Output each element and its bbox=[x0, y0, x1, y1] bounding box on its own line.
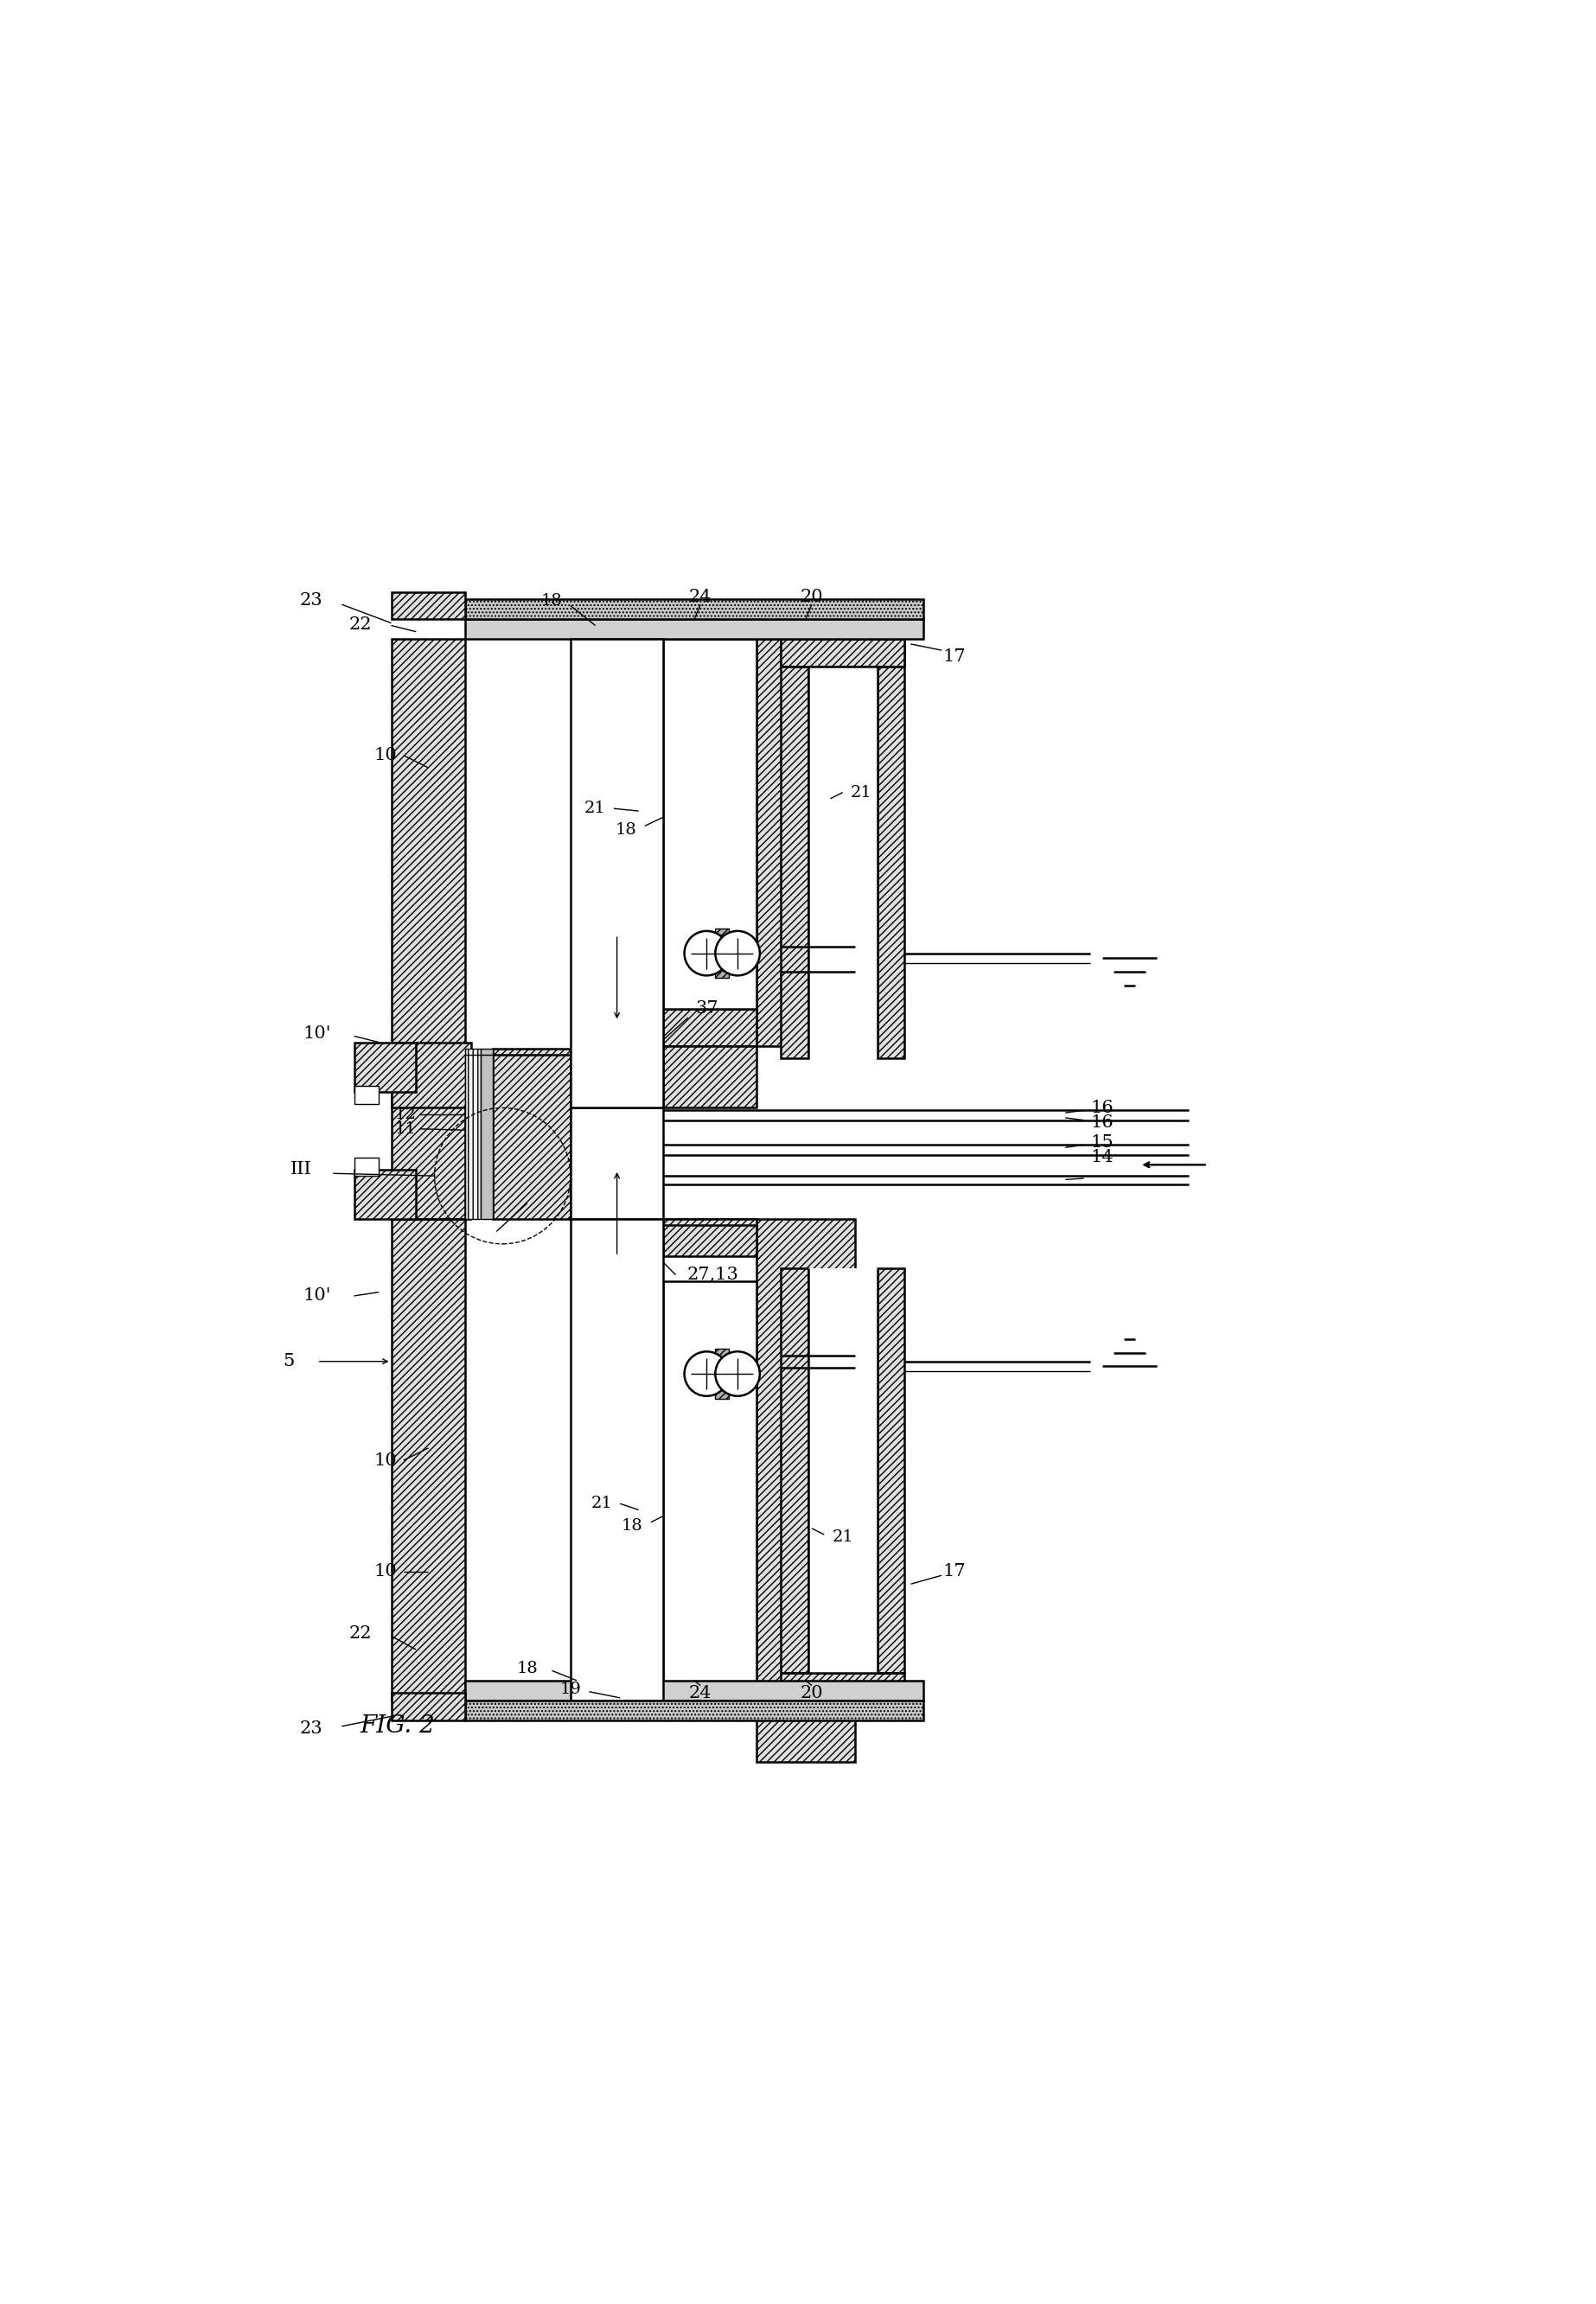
Bar bbox=[466, 1680, 922, 1700]
Text: 22: 22 bbox=[350, 1624, 372, 1643]
Bar bbox=[354, 1157, 378, 1175]
Text: 12: 12 bbox=[394, 1106, 417, 1122]
Text: 18: 18 bbox=[616, 823, 637, 836]
Text: 19: 19 bbox=[560, 1682, 581, 1698]
Text: 10: 10 bbox=[373, 1452, 396, 1468]
Bar bbox=[780, 1673, 905, 1700]
Bar bbox=[780, 1270, 808, 1673]
Bar bbox=[466, 620, 922, 638]
Text: 22: 22 bbox=[350, 615, 372, 634]
Bar bbox=[466, 1048, 480, 1212]
Bar bbox=[391, 1219, 466, 1700]
Text: 24: 24 bbox=[689, 590, 712, 606]
Bar bbox=[664, 638, 757, 1009]
Bar bbox=[664, 1219, 757, 1256]
Bar bbox=[570, 1219, 664, 1700]
Bar bbox=[391, 1693, 466, 1721]
Bar bbox=[570, 638, 664, 1108]
Text: 21: 21 bbox=[584, 802, 606, 816]
Text: 21: 21 bbox=[832, 1530, 854, 1544]
Text: 16: 16 bbox=[1092, 1115, 1114, 1131]
Circle shape bbox=[715, 1352, 760, 1396]
Bar bbox=[466, 1700, 922, 1721]
Text: 23: 23 bbox=[300, 592, 322, 608]
Bar bbox=[808, 1270, 878, 1673]
Bar bbox=[570, 1108, 664, 1219]
Text: 27,13: 27,13 bbox=[686, 1267, 739, 1283]
Bar bbox=[391, 1041, 472, 1108]
Bar bbox=[664, 1046, 757, 1108]
Bar bbox=[391, 638, 466, 1219]
Text: 15: 15 bbox=[1092, 1134, 1114, 1150]
Text: 17: 17 bbox=[943, 1564, 966, 1581]
Text: 10: 10 bbox=[373, 746, 396, 763]
Bar bbox=[878, 1270, 905, 1673]
Text: 20: 20 bbox=[800, 590, 824, 606]
Text: 11: 11 bbox=[394, 1122, 417, 1136]
Bar bbox=[664, 1281, 757, 1700]
Bar bbox=[466, 599, 922, 620]
Text: 5: 5 bbox=[282, 1352, 294, 1369]
Text: 21: 21 bbox=[591, 1495, 613, 1511]
Bar bbox=[780, 638, 905, 666]
Bar bbox=[354, 1085, 378, 1104]
Bar bbox=[493, 1048, 571, 1212]
Bar bbox=[354, 1170, 417, 1219]
Text: 18: 18 bbox=[622, 1518, 643, 1534]
Circle shape bbox=[715, 931, 760, 975]
Text: 10': 10' bbox=[303, 1025, 330, 1041]
Circle shape bbox=[685, 931, 729, 975]
Circle shape bbox=[685, 1352, 729, 1396]
Text: 10': 10' bbox=[303, 1288, 330, 1304]
Bar bbox=[354, 1041, 417, 1092]
Text: 21: 21 bbox=[851, 786, 871, 799]
Text: 16: 16 bbox=[1092, 1099, 1114, 1115]
Bar bbox=[878, 638, 905, 1058]
Bar bbox=[480, 1048, 493, 1212]
Text: 18: 18 bbox=[517, 1661, 538, 1675]
Bar bbox=[715, 929, 729, 977]
Text: 17: 17 bbox=[943, 647, 966, 664]
Text: 10: 10 bbox=[373, 1564, 396, 1581]
Text: III: III bbox=[290, 1161, 311, 1177]
Bar bbox=[808, 666, 878, 1058]
Bar bbox=[664, 1009, 757, 1046]
Text: 14: 14 bbox=[1092, 1150, 1114, 1166]
Text: FIG. 2: FIG. 2 bbox=[361, 1714, 436, 1737]
Text: 18: 18 bbox=[541, 592, 563, 608]
Text: 37: 37 bbox=[696, 1000, 718, 1016]
Bar bbox=[664, 1219, 757, 1226]
Text: 23: 23 bbox=[300, 1721, 322, 1737]
Text: 24: 24 bbox=[689, 1684, 712, 1700]
Bar bbox=[715, 1350, 729, 1399]
Bar bbox=[493, 1055, 571, 1219]
Bar bbox=[757, 1219, 855, 1763]
Text: 20: 20 bbox=[800, 1684, 824, 1700]
Bar bbox=[466, 1055, 480, 1219]
Bar bbox=[780, 638, 808, 1058]
Bar bbox=[391, 592, 466, 620]
Bar bbox=[480, 1055, 493, 1219]
Bar bbox=[757, 638, 855, 1046]
